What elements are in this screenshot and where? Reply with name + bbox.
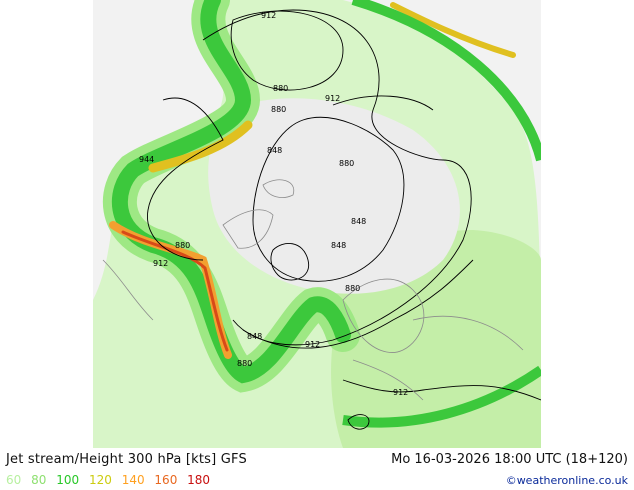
contour-label: 944 [139,155,154,164]
contour-label: 912 [325,94,340,103]
contour-label: 880 [339,159,354,168]
contour-label-group: 912 880 880 912 848 880 944 848 880 848 … [139,11,408,397]
legend-item: 160 [154,473,178,487]
contour-label: 848 [267,146,282,155]
map-canvas: 912 880 880 912 848 880 944 848 880 848 … [93,0,541,448]
contour-label: 880 [175,241,190,250]
map-title: Jet stream/Height 300 hPa [kts] GFS [6,452,247,467]
legend-item: 180 [187,473,211,487]
contour-label: 848 [351,217,366,226]
contour-label: 912 [261,11,276,20]
legend-item: 80 [31,473,47,487]
source-credit-link[interactable]: ©weatheronline.co.uk [505,474,628,487]
contour-label: 848 [331,241,346,250]
jet-core-northeast [390,2,516,58]
contour-label: 880 [273,84,288,93]
jet-band-east [351,0,541,162]
contour-label: 912 [153,259,168,268]
polar-region [208,98,460,294]
contour-label: 880 [271,105,286,114]
legend-item: 120 [88,473,112,487]
jet-stream-map: 912 880 880 912 848 880 944 848 880 848 … [93,0,541,448]
legend-item: 60 [6,473,22,487]
coastlines [102,179,524,401]
height-contours [147,9,541,430]
jet-core-north [148,120,253,173]
jet-core-west-inner [121,230,229,352]
contour-label: 880 [237,359,252,368]
legend-item: 140 [121,473,145,487]
speed-legend: 60 80 100 120 140 160 180 [6,473,216,487]
forecast-timestamp: Mo 16-03-2026 18:00 UTC (18+120) [391,452,628,467]
contour-label: 912 [305,340,320,349]
contour-label: 880 [345,284,360,293]
legend-item: 100 [56,473,80,487]
contour-label: 912 [393,388,408,397]
contour-label: 848 [247,332,262,341]
